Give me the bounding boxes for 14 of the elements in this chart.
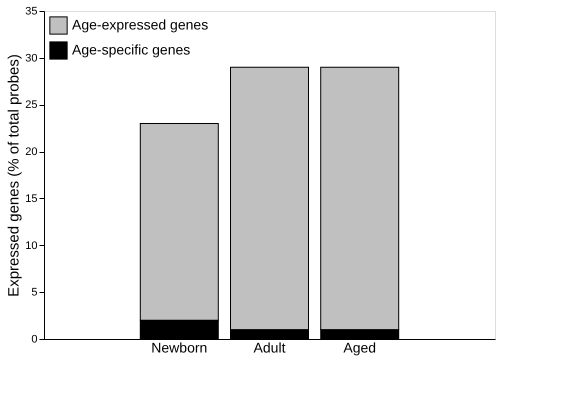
y-tick-label: 25 bbox=[25, 99, 38, 112]
y-tick-label: 0 bbox=[31, 334, 38, 346]
x-tick-label: Newborn bbox=[151, 340, 208, 356]
y-tick-label: 15 bbox=[25, 192, 38, 205]
x-tick-label: Aged bbox=[343, 340, 376, 356]
legend-label: Age-expressed genes bbox=[72, 16, 208, 32]
y-tick-label: 35 bbox=[25, 6, 38, 18]
y-axis-title: Expressed genes (% of total probes) bbox=[5, 54, 22, 297]
y-tick-label: 30 bbox=[25, 52, 38, 64]
y-tick-label: 10 bbox=[25, 240, 38, 252]
x-tick-label: Adult bbox=[254, 340, 286, 356]
y-tick-label: 5 bbox=[31, 286, 38, 299]
legend-label: Age-specific genes bbox=[72, 42, 190, 58]
y-tick-label: 20 bbox=[25, 146, 38, 158]
